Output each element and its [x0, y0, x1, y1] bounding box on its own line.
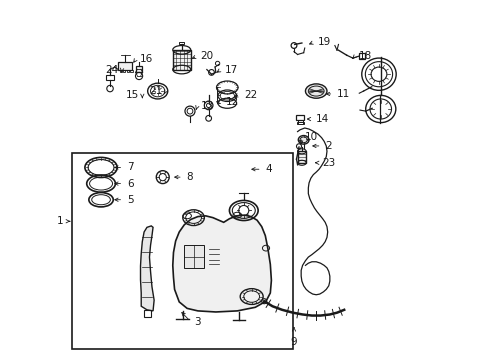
Text: 2: 2: [325, 141, 331, 151]
Text: 5: 5: [126, 195, 133, 205]
Bar: [297, 151, 305, 163]
Bar: [136, 66, 142, 72]
Text: 6: 6: [126, 179, 133, 189]
Bar: [144, 310, 150, 317]
Text: 23: 23: [322, 158, 335, 168]
Bar: [297, 122, 303, 125]
Bar: [358, 53, 364, 59]
Text: 14: 14: [315, 114, 328, 124]
Bar: [130, 69, 132, 72]
Bar: [72, 153, 292, 348]
Bar: [126, 69, 129, 72]
Text: 20: 20: [201, 51, 213, 61]
Bar: [183, 244, 204, 268]
Text: 13: 13: [201, 102, 214, 112]
Bar: [118, 62, 132, 69]
Bar: [296, 116, 304, 120]
Polygon shape: [140, 226, 154, 311]
Text: 9: 9: [290, 337, 297, 347]
Text: 3: 3: [194, 317, 201, 327]
Text: 8: 8: [186, 172, 193, 182]
Ellipse shape: [305, 84, 326, 98]
Text: 4: 4: [265, 164, 271, 174]
Bar: [179, 41, 184, 44]
Polygon shape: [172, 215, 271, 312]
Text: 22: 22: [244, 90, 257, 100]
Bar: [172, 50, 190, 69]
Text: 21: 21: [148, 86, 162, 96]
Text: 18: 18: [358, 51, 371, 61]
Text: 12: 12: [225, 97, 239, 107]
Text: 7: 7: [126, 162, 133, 172]
Bar: [123, 69, 125, 72]
Text: 16: 16: [140, 54, 153, 64]
Text: 10: 10: [304, 132, 317, 142]
Text: 15: 15: [125, 90, 139, 100]
Bar: [120, 69, 122, 72]
Text: 24: 24: [105, 64, 118, 75]
Ellipse shape: [298, 135, 308, 144]
Text: 11: 11: [336, 89, 349, 99]
Text: 1: 1: [57, 216, 63, 226]
Bar: [106, 75, 113, 80]
Text: 17: 17: [224, 64, 238, 75]
Text: 19: 19: [317, 37, 330, 47]
